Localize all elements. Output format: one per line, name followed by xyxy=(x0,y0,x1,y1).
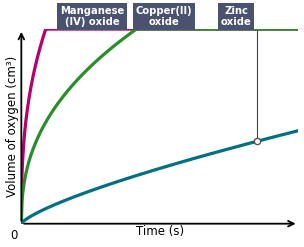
X-axis label: Time (s): Time (s) xyxy=(136,225,184,238)
Y-axis label: Volume of oxygen (cm³): Volume of oxygen (cm³) xyxy=(5,56,19,197)
Text: 0: 0 xyxy=(10,228,17,242)
Text: Zinc
oxide: Zinc oxide xyxy=(221,5,251,27)
Text: Copper(II)
oxide: Copper(II) oxide xyxy=(136,5,192,27)
Text: Manganese
(IV) oxide: Manganese (IV) oxide xyxy=(60,5,124,27)
